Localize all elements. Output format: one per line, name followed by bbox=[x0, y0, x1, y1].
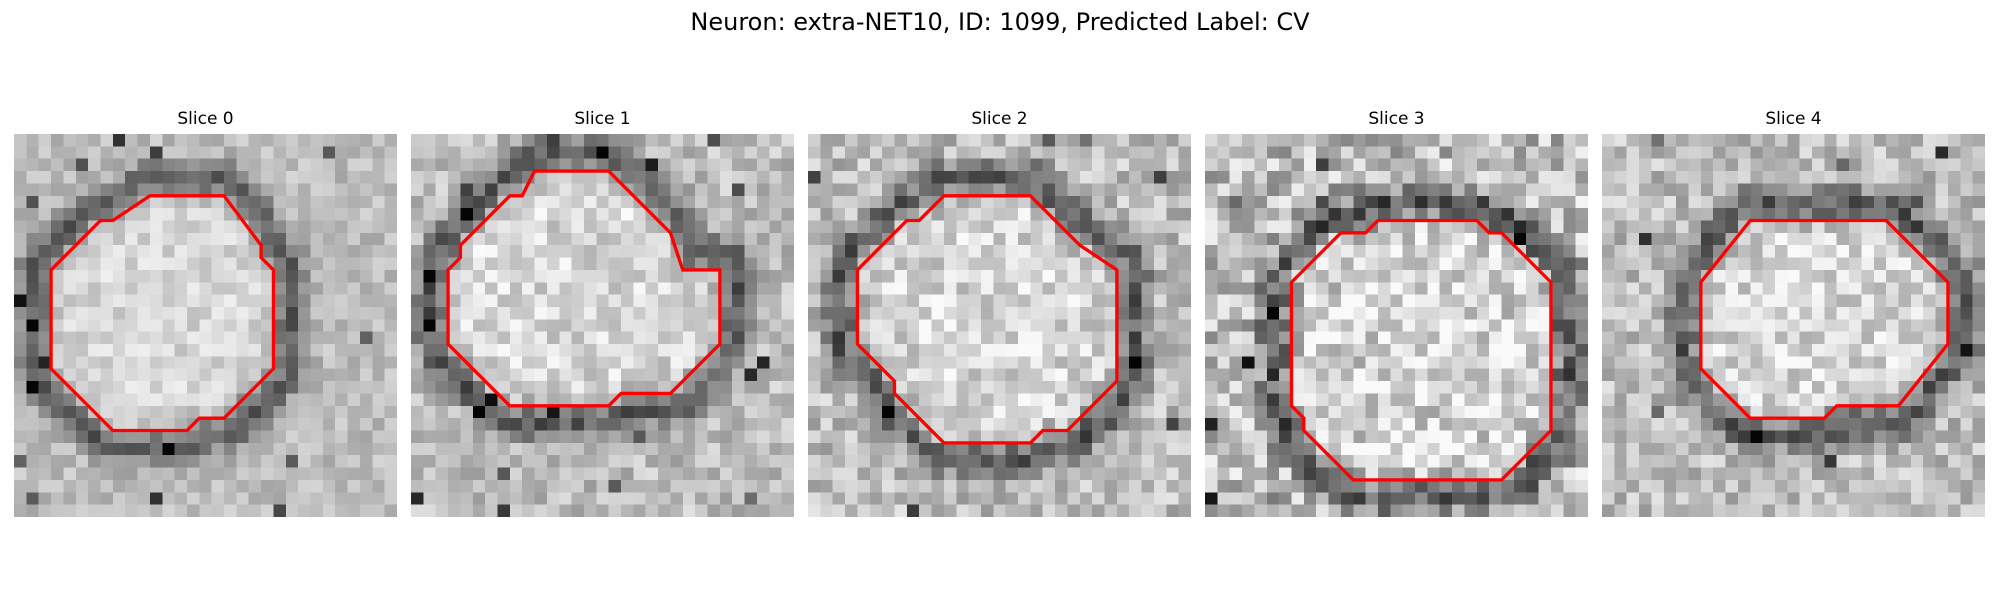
slice-title-2: Slice 2 bbox=[971, 109, 1028, 129]
slice-panel-3: Slice 3 bbox=[1205, 108, 1588, 517]
segmentation-contour bbox=[855, 194, 1119, 445]
slice-contour-3 bbox=[1289, 218, 1553, 482]
slice-contour-4 bbox=[1699, 218, 1950, 420]
slice-image-3 bbox=[1205, 134, 1588, 517]
slice-title-0: Slice 0 bbox=[177, 109, 234, 129]
slice-image-0 bbox=[14, 134, 397, 517]
slice-panel-4: Slice 4 bbox=[1602, 108, 1985, 517]
figure-title: Neuron: extra-NET10, ID: 1099, Predicted… bbox=[690, 8, 1310, 36]
slice-panel-1: Slice 1 bbox=[411, 108, 794, 517]
slice-image-4 bbox=[1602, 134, 1985, 517]
slice-panel-0: Slice 0 bbox=[14, 108, 397, 517]
segmentation-contour bbox=[446, 169, 722, 408]
slice-contour-1 bbox=[446, 169, 722, 408]
slice-title-1: Slice 1 bbox=[574, 109, 631, 129]
slice-contour-0 bbox=[49, 194, 276, 433]
slice-contour-2 bbox=[855, 194, 1119, 445]
slice-panel-2: Slice 2 bbox=[808, 108, 1191, 517]
slice-title-3: Slice 3 bbox=[1368, 109, 1425, 129]
segmentation-contour bbox=[1289, 218, 1553, 482]
slice-title-4: Slice 4 bbox=[1765, 109, 1822, 129]
segmentation-contour bbox=[49, 194, 276, 433]
segmentation-contour bbox=[1699, 218, 1950, 420]
slice-image-1 bbox=[411, 134, 794, 517]
slice-image-2 bbox=[808, 134, 1191, 517]
